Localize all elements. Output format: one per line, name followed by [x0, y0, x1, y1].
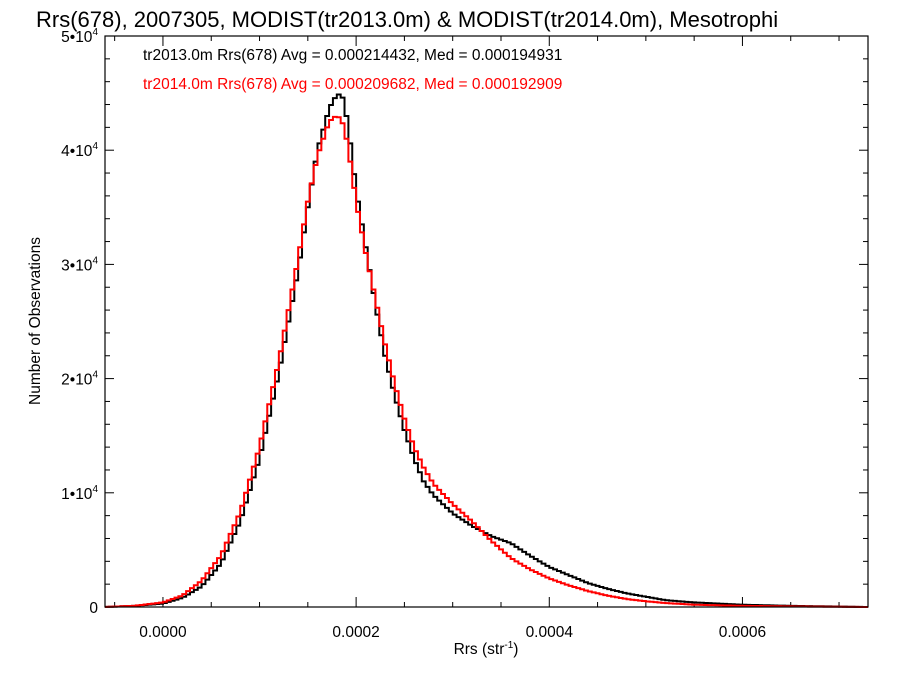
y-tick-label-sup: 4 — [92, 370, 98, 381]
series-line-1 — [105, 115, 868, 608]
x-tick-label: 0.0004 — [526, 624, 574, 641]
annotation-red: tr2014.0m Rrs(678) Avg = 0.000209682, Me… — [143, 76, 562, 93]
y-tick-label-text: 4•10 — [61, 143, 93, 160]
y-tick-label-text: 2•10 — [61, 372, 93, 389]
y-tick-label: 1•104 — [61, 484, 98, 503]
y-tick-label-text: 3•10 — [61, 257, 93, 274]
y-tick-label: 5•104 — [61, 27, 98, 46]
y-tick-label-sup: 4 — [92, 27, 98, 38]
x-axis-label-text: Rrs (str — [454, 641, 505, 658]
x-tick-label: 0.0000 — [139, 624, 187, 641]
y-tick-label-sup: 4 — [92, 255, 98, 266]
series-line-0 — [105, 93, 868, 608]
series-layer — [105, 93, 868, 608]
y-tick-label-sup: 4 — [92, 141, 98, 152]
x-axis-label: Rrs (str-1) — [454, 640, 519, 658]
y-tick-label: 4•104 — [61, 141, 98, 160]
y-tick-label: 3•104 — [61, 255, 98, 274]
chart-title: Rrs(678), 2007305, MODIST(tr2013.0m) & M… — [36, 7, 778, 32]
y-tick-label: 0 — [89, 600, 98, 617]
x-tick-label: 0.0006 — [719, 624, 766, 641]
y-tick-label: 2•104 — [61, 370, 98, 389]
y-tick-label-text: 5•10 — [61, 29, 93, 46]
y-axis-label: Number of Observations — [27, 237, 44, 405]
x-axis-ticks: 0.0000 0.0002 0.0004 0.0006 — [114, 36, 840, 641]
x-tick-label: 0.0002 — [332, 624, 379, 641]
annotation-black: tr2013.0m Rrs(678) Avg = 0.000214432, Me… — [143, 47, 562, 64]
y-tick-label-text: 1•10 — [61, 486, 93, 503]
x-axis-label-sup: -1 — [504, 640, 513, 651]
y-tick-label-text: 0 — [89, 600, 98, 617]
x-axis-label-end: ) — [513, 641, 518, 658]
y-tick-label-sup: 4 — [92, 484, 98, 495]
plot-frame — [104, 35, 869, 608]
